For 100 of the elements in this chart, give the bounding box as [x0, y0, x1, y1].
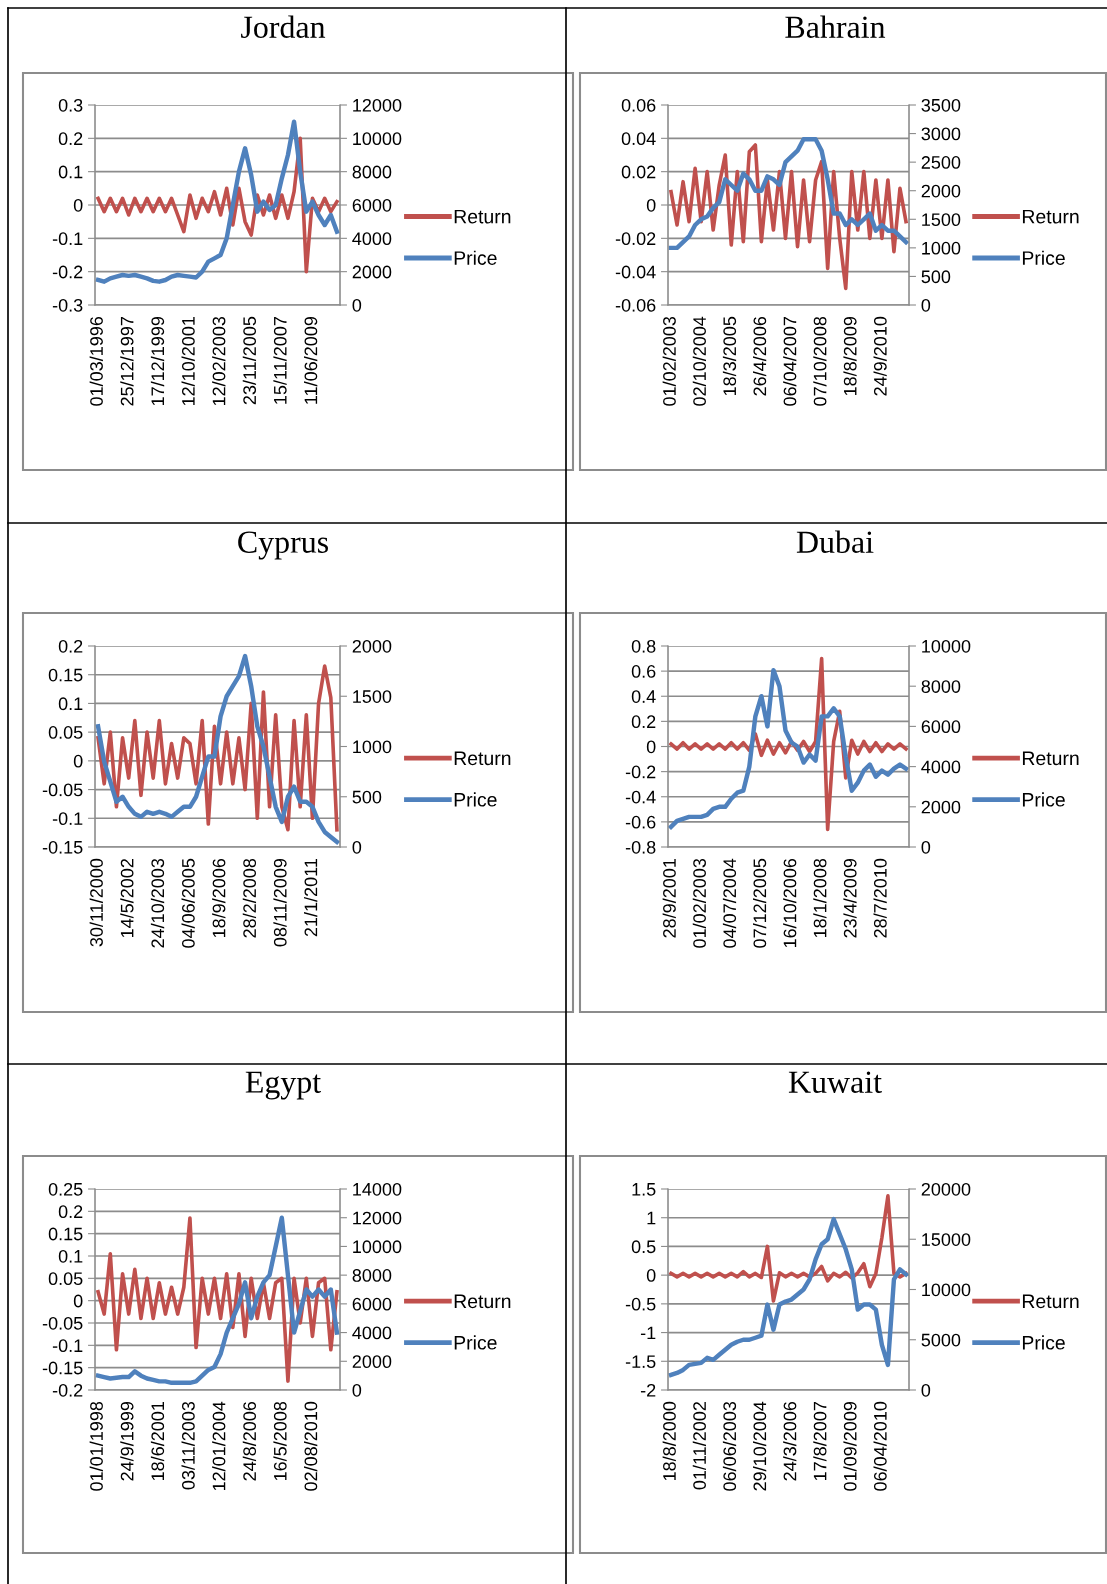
y2-tick-label: 8000	[352, 1269, 392, 1282]
y-tick-label: 0.05	[48, 726, 83, 739]
x-tick-label: 12/01/2004	[212, 1401, 226, 1491]
y2-tick-label: 14000	[353, 1182, 402, 1196]
x-tick-label: 28/7/2010	[873, 858, 887, 938]
y-tick-label: 1	[647, 1211, 656, 1225]
y2-tick-label: 8000	[352, 165, 392, 179]
y2-tick-label: 8000	[921, 680, 961, 693]
y2-tick-label: 0	[352, 1383, 362, 1397]
y-tick-label: -0.15	[42, 840, 83, 854]
y2-tick-label: 0	[352, 298, 362, 312]
x-tick-label: 06/06/2003	[722, 1401, 737, 1491]
x-tick-label: 14/5/2002	[120, 859, 134, 938]
y-tick-label: 0.06	[621, 98, 656, 112]
y-tick-label: 0.2	[58, 639, 83, 653]
y2-tick-label: 1000	[353, 740, 392, 754]
x-tick-label: 30/11/2000	[89, 858, 103, 947]
y2-tick-label: 4000	[352, 232, 392, 246]
y-tick-label: 0.8	[631, 639, 656, 653]
x-tick-label: 17/12/1999	[150, 316, 165, 406]
x-tick-label: 18/8/2009	[843, 316, 857, 396]
y-tick-label: -0.4	[625, 790, 656, 804]
y-tick-label: 0.2	[58, 1205, 83, 1219]
y-tick-label: 0	[646, 198, 656, 212]
y2-tick-label: 0	[921, 840, 931, 854]
x-tick-label: 02/08/2010	[304, 1401, 318, 1491]
y-tick-label: 0.2	[58, 132, 83, 146]
y-tick-label: 0.15	[48, 1227, 83, 1241]
y2-tick-label: 500	[921, 270, 951, 284]
x-tick-label: 11/06/2009	[304, 316, 318, 404]
x-tick-label: 18/1/2008	[813, 858, 827, 938]
y-tick-label: -2	[640, 1383, 656, 1397]
y-tick-label: 0	[73, 754, 83, 768]
y2-tick-label: 0	[921, 1383, 931, 1397]
x-tick-label: 21/1/2011	[304, 858, 318, 937]
y-tick-label: -1	[640, 1326, 656, 1340]
y-tick-label: 0.4	[631, 690, 656, 703]
y-tick-label: 0.1	[58, 1249, 83, 1263]
legend-label: Price	[454, 792, 497, 807]
legend-label: Return	[1022, 751, 1079, 766]
y2-tick-label: 15000	[922, 1233, 971, 1246]
legend-label: Return	[1022, 209, 1079, 224]
y-tick-label: -0.6	[625, 815, 656, 829]
x-tick-label: 01/01/1998	[89, 1401, 103, 1491]
y2-tick-label: 2000	[352, 265, 392, 279]
y2-tick-label: 1500	[353, 690, 392, 703]
y-tick-label: 0.05	[48, 1272, 83, 1286]
y-tick-label: 0.6	[631, 665, 656, 678]
legend-label: Return	[454, 209, 511, 224]
y-tick-label: -0.2	[52, 1383, 83, 1397]
chart-title: Kuwait	[788, 1071, 882, 1093]
legend-label: Price	[454, 250, 497, 265]
x-tick-label: 12/02/2003	[212, 316, 226, 406]
y-tick-label: -0.2	[52, 265, 83, 279]
chart-title: Jordan	[241, 15, 326, 38]
x-tick-label: 24/3/2006	[783, 1401, 797, 1481]
x-tick-label: 01/02/2003	[662, 316, 676, 406]
y2-tick-label: 10000	[353, 132, 402, 146]
y-tick-label: -0.05	[42, 783, 83, 797]
y2-tick-label: 0	[352, 840, 362, 854]
y-tick-label: -1.5	[625, 1355, 656, 1369]
legend-label: Price	[1022, 1335, 1065, 1350]
chart-title: Cyprus	[238, 531, 328, 560]
y-tick-label: -0.1	[52, 1339, 83, 1353]
y-tick-label: -0.04	[615, 265, 656, 279]
y2-tick-label: 6000	[352, 1297, 392, 1311]
x-tick-label: 23/11/2005	[242, 316, 257, 405]
y2-tick-label: 20000	[921, 1182, 971, 1196]
y2-tick-label: 10000	[922, 1283, 971, 1297]
y-tick-label: -0.05	[42, 1316, 83, 1330]
x-tick-label: 06/04/2010	[873, 1401, 887, 1491]
y-tick-label: 0	[646, 1269, 656, 1282]
y2-tick-label: 6000	[921, 720, 961, 734]
y2-tick-label: 12000	[353, 98, 402, 112]
y2-tick-label: 5000	[921, 1333, 961, 1347]
y-tick-label: 0.3	[58, 98, 83, 112]
x-tick-label: 24/8/2006	[242, 1401, 257, 1481]
x-tick-label: 18/9/2006	[212, 858, 226, 938]
x-tick-label: 01/03/1996	[89, 316, 103, 406]
y2-tick-label: 10000	[922, 639, 971, 653]
x-tick-label: 16/10/2006	[783, 858, 797, 948]
x-tick-label: 06/04/2007	[783, 317, 797, 406]
chart-title: Dubai	[796, 530, 874, 553]
y-tick-label: 0	[646, 740, 656, 754]
x-tick-label: 15/11/2007	[273, 317, 287, 404]
x-tick-label: 16/5/2008	[273, 1401, 287, 1481]
legend-label: Price	[1022, 250, 1065, 265]
y2-tick-label: 3500	[921, 98, 961, 112]
x-tick-label: 08/11/2009	[273, 858, 287, 947]
x-tick-label: 17/8/2007	[813, 1402, 827, 1481]
legend-label: Return	[454, 1294, 511, 1309]
y2-tick-label: 4000	[352, 1326, 392, 1340]
y-tick-label: 1.5	[632, 1183, 656, 1196]
y2-tick-label: 2000	[921, 184, 961, 198]
y-tick-label: 0.1	[58, 165, 83, 179]
y-tick-label: 0.25	[48, 1182, 83, 1196]
y-tick-label: -0.15	[42, 1361, 83, 1375]
x-tick-label: 01/02/2003	[692, 858, 706, 948]
y2-tick-label: 2000	[352, 1355, 392, 1369]
y-tick-label: 0.1	[58, 697, 83, 711]
